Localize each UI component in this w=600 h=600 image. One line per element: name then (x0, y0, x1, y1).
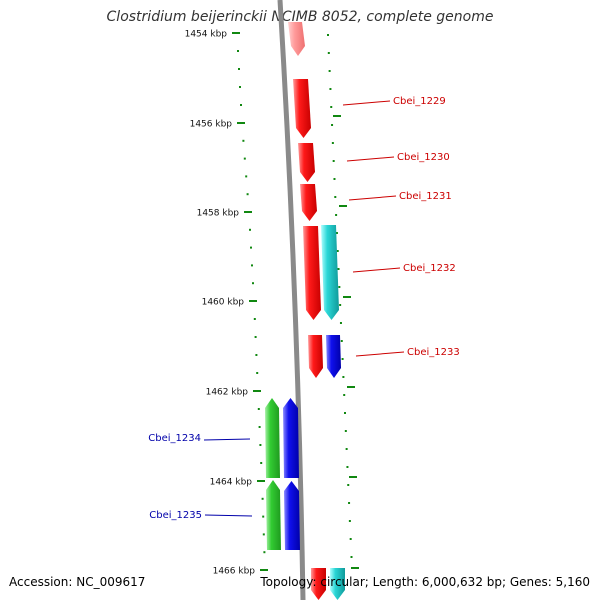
gene-arrow-partial[interactable] (288, 22, 305, 56)
gene-arrow-cbei-1229[interactable] (293, 79, 311, 138)
gene-arrow-cbei-1234[interactable] (265, 398, 280, 478)
gene-label[interactable]: Cbei_1233 (407, 347, 460, 358)
ruler-tick-label: 1462 kbp (206, 388, 249, 398)
cds-arrow-cbei-1232[interactable] (321, 225, 339, 320)
ruler-tick-label: 1454 kbp (185, 30, 228, 40)
gene-label[interactable]: Cbei_1232 (403, 263, 456, 274)
gene-label-leader (203, 438, 251, 441)
cds-arrow-cbei-1234[interactable] (283, 398, 299, 478)
accession-text: Accession: NC_009617 (9, 575, 146, 589)
genome-summary-text: Topology: circular; Length: 6,000,632 bp… (260, 575, 590, 589)
gene-label-leader (348, 195, 397, 201)
gene-label-leader (352, 267, 401, 273)
ruler-tick-label: 1458 kbp (197, 209, 240, 219)
ruler-tick-label: 1466 kbp (213, 567, 256, 577)
gene-label[interactable]: Cbei_1235 (149, 510, 202, 521)
gene-label-leader (342, 100, 391, 106)
gene-label[interactable]: Cbei_1231 (399, 191, 452, 202)
gene-label[interactable]: Cbei_1229 (393, 96, 446, 107)
gene-arrow-cbei-1235[interactable] (266, 480, 281, 550)
cds-arrow-partial-bottom[interactable] (330, 568, 345, 600)
gene-label[interactable]: Cbei_1234 (148, 433, 201, 444)
gene-arrow-cbei-1231[interactable] (300, 184, 317, 221)
gene-label-leader (346, 156, 395, 162)
gene-label-leader (204, 514, 253, 517)
ruler-tick-label: 1464 kbp (210, 478, 253, 488)
cds-arrow-cbei-1235[interactable] (284, 481, 300, 550)
gene-arrow-partial-bottom[interactable] (311, 568, 326, 600)
gene-arrow-cbei-1232[interactable] (303, 226, 321, 320)
genome-backbone (277, 0, 306, 600)
map-title: Clostridium beijerinckii NCIMB 8052, com… (106, 9, 494, 25)
cds-arrow-cbei-1233[interactable] (326, 335, 341, 378)
gene-arrow-cbei-1230[interactable] (298, 143, 315, 182)
gene-label[interactable]: Cbei_1230 (397, 152, 450, 163)
ruler-tick-label: 1460 kbp (202, 298, 245, 308)
gene-arrow-cbei-1233[interactable] (308, 335, 323, 378)
gene-label-leader (355, 351, 405, 357)
ruler-tick-label: 1456 kbp (190, 120, 233, 130)
